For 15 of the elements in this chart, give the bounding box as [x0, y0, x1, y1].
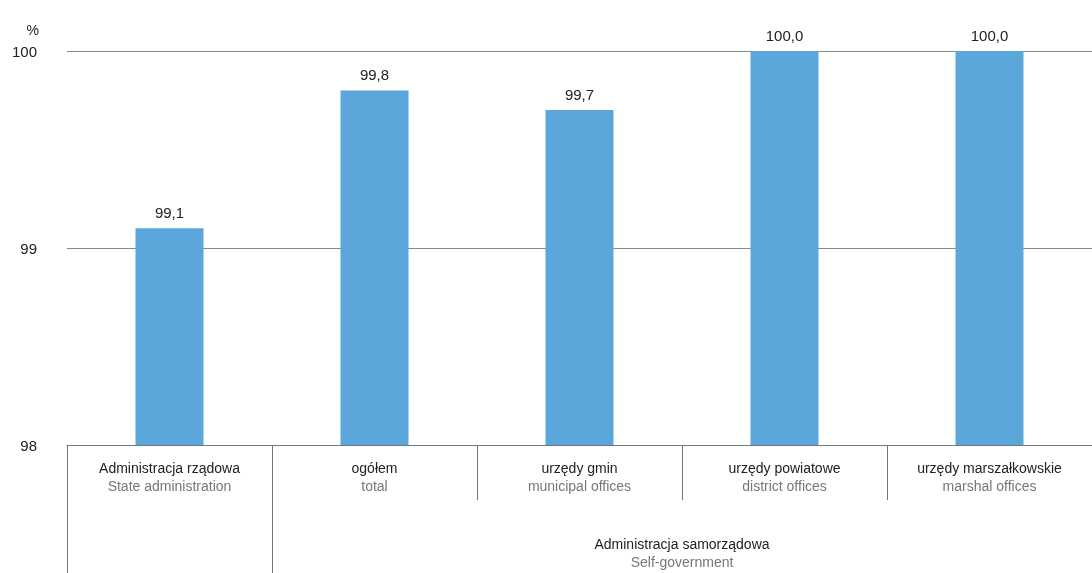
- data-label: 100,0: [970, 27, 1009, 44]
- x-tick-label: ogółem total: [351, 460, 398, 494]
- x-tick-label: Administracja rządowa State administration: [99, 460, 241, 494]
- data-label: 99,1: [154, 204, 185, 222]
- data-label: 100,0: [765, 27, 804, 44]
- y-tick-label: 99: [20, 239, 37, 257]
- x-tick-label: urzędy powiatowe district offices: [728, 460, 841, 494]
- x-tick-label: urzędy gmin municipal offices: [527, 460, 632, 494]
- text: Administracja samorządowa Self-government: [594, 536, 770, 570]
- y-axis-title: %: [26, 22, 39, 38]
- y-tick-label: 98: [20, 436, 37, 454]
- x-tick-label: urzędy marszałkowskie marshal offices: [917, 460, 1063, 494]
- y-tick-label: 100: [11, 42, 37, 60]
- data-label: 99,7: [564, 86, 595, 104]
- data-label: 99,8: [359, 66, 390, 84]
